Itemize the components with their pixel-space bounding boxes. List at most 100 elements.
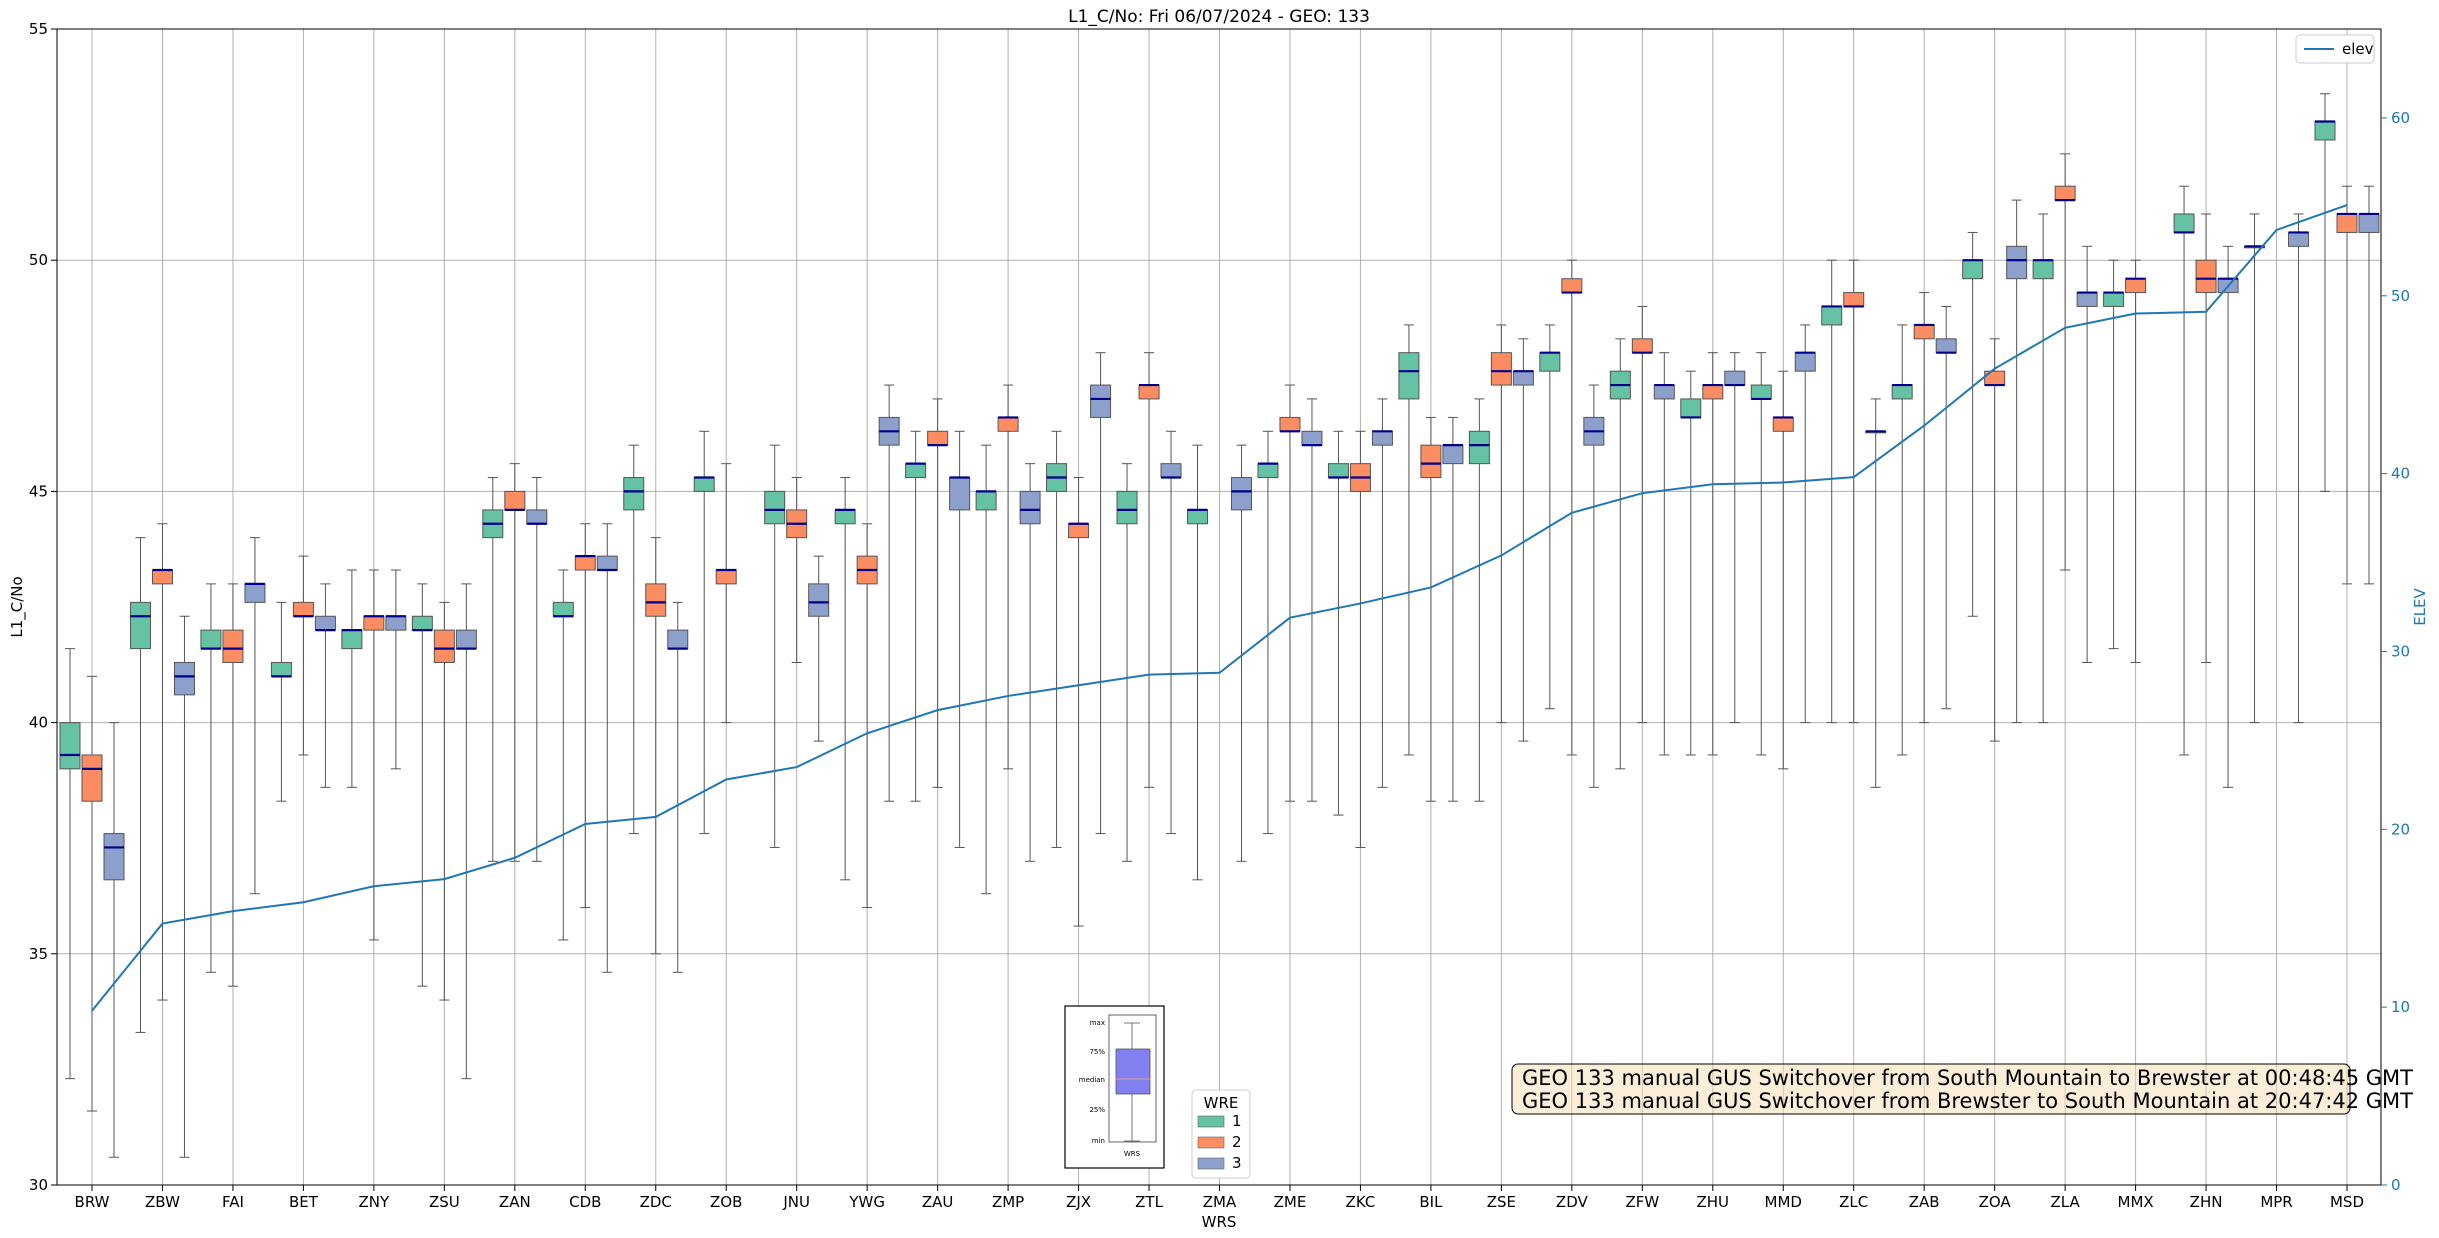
- box-iqr: [222, 629, 244, 663]
- box-iqr: [173, 661, 195, 696]
- box-iqr: [1279, 416, 1301, 432]
- box-iqr: [1231, 477, 1252, 511]
- box-iqr: [2173, 213, 2195, 233]
- x-tick-label: MPR: [2260, 1193, 2292, 1211]
- box-iqr: [645, 583, 667, 617]
- box-iqr: [270, 661, 292, 677]
- inset-label-min: min: [1092, 1137, 1105, 1145]
- annotation: GEO 133 manual GUS Switchover from South…: [1511, 1063, 2413, 1115]
- box-iqr: [1090, 384, 1112, 418]
- box-bet-wre3: [314, 583, 336, 788]
- y-tick-label: 50: [29, 251, 48, 269]
- box-iqr: [314, 615, 336, 631]
- y2-tick-label: 30: [2391, 642, 2410, 660]
- box-zse-wre3: [1512, 338, 1534, 742]
- box-iqr: [1794, 352, 1816, 372]
- box-iqr: [1561, 278, 1583, 294]
- box-fai-wre3: [244, 537, 266, 895]
- box-bil-wre2: [1420, 416, 1442, 802]
- box-zab-wre3: [1935, 305, 1957, 710]
- legend-wre-label-2: 2: [1232, 1133, 1242, 1151]
- x-tick-label: ZDV: [1556, 1193, 1589, 1211]
- box-iqr: [1187, 509, 1208, 525]
- box-mmx-wre1: [2103, 259, 2125, 650]
- box-zbw-wre2: [151, 523, 173, 1001]
- box-iqr: [2054, 185, 2076, 201]
- box-iqr: [200, 629, 222, 650]
- box-iqr: [2195, 259, 2217, 294]
- legend-wre-label-1: 1: [1232, 1112, 1242, 1130]
- box-bet-wre2: [292, 555, 314, 756]
- box-zla-wre1: [2032, 213, 2054, 724]
- y-axis-ticks: 30 35 40 45 50 55: [29, 20, 57, 1194]
- box-jnu-wre1: [764, 444, 786, 848]
- inset-xlabel: WRS: [1124, 1150, 1141, 1158]
- box-iqr: [1724, 370, 1746, 386]
- box-iqr: [1420, 444, 1442, 479]
- box-iqr: [596, 555, 618, 571]
- box-zse-wre1: [1468, 398, 1490, 802]
- legend-wre-label-3: 3: [1232, 1154, 1242, 1172]
- legend-wre-swatch-3: [1197, 1157, 1225, 1170]
- y2-tick-label: 50: [2391, 287, 2410, 305]
- box-zjx-wre3: [1090, 352, 1112, 835]
- box-cdb-wre3: [596, 523, 618, 973]
- box-zma-wre3: [1231, 444, 1252, 862]
- box-zau-wre3: [949, 430, 971, 848]
- box-iqr: [764, 490, 786, 525]
- legend-wre-title: WRE: [1204, 1094, 1239, 1112]
- box-zan-wre2: [504, 463, 526, 862]
- box-iqr: [623, 477, 645, 511]
- x-tick-label: BET: [289, 1193, 319, 1211]
- box-msd-wre1: [2314, 93, 2336, 492]
- box-iqr: [129, 601, 151, 650]
- box-mmd-wre1: [1750, 352, 1772, 756]
- box-iqr: [2103, 292, 2125, 307]
- box-msd-wre2: [2336, 185, 2358, 585]
- annotation-box: [1511, 1063, 2351, 1115]
- inset-inner-frame: [1108, 1014, 1157, 1143]
- box-zny-wre3: [385, 569, 407, 770]
- box-zla-wre3: [2076, 245, 2098, 663]
- x-tick-label: ZMP: [992, 1193, 1024, 1211]
- x-tick-label: ZHU: [1697, 1193, 1730, 1211]
- box-zma-wre1: [1187, 444, 1208, 881]
- box-zab-wre1: [1891, 324, 1913, 756]
- box-zdv-wre1: [1539, 324, 1561, 710]
- box-zhn-wre2: [2195, 213, 2217, 663]
- grid-lines: [57, 28, 2381, 1186]
- box-iqr: [1468, 430, 1490, 465]
- annotation-line-2: GEO 133 manual GUS Switchover from Brews…: [1522, 1089, 2413, 1113]
- box-zsu-wre2: [433, 601, 455, 1001]
- box-zau-wre1: [905, 430, 927, 802]
- y-tick-label: 55: [29, 20, 48, 38]
- box-iqr: [1750, 384, 1772, 400]
- box-iqr: [949, 477, 971, 511]
- box-cdb-wre1: [552, 569, 574, 941]
- x-tick-label: ZBW: [145, 1193, 180, 1211]
- box-iqr: [433, 629, 455, 663]
- x-tick-label: MSD: [2330, 1193, 2364, 1211]
- x-tick-label: ZTL: [1135, 1193, 1163, 1211]
- y-tick-label: 40: [29, 714, 48, 732]
- box-mmx-wre2: [2125, 259, 2147, 663]
- elev-series: [91, 204, 2348, 1012]
- box-iqr: [1772, 416, 1794, 432]
- box-zdv-wre2: [1561, 259, 1583, 756]
- box-zse-wre2: [1490, 324, 1512, 724]
- box-iqr: [2314, 120, 2336, 141]
- legend-elev-frame: [2295, 34, 2375, 64]
- x-tick-label: JNU: [782, 1193, 810, 1211]
- y2-tick-label: 60: [2391, 109, 2410, 127]
- box-zmp-wre1: [975, 444, 997, 895]
- box-iqr: [103, 833, 125, 881]
- x-tick-label: ZNY: [359, 1193, 390, 1211]
- box-iqr: [1891, 384, 1913, 400]
- box-iqr: [552, 601, 574, 617]
- box-zjx-wre1: [1046, 430, 1068, 848]
- y2-tick-label: 0: [2391, 1176, 2401, 1194]
- box-iqr: [1539, 352, 1561, 372]
- box-zdv-wre3: [1583, 384, 1605, 788]
- box-iqr: [1913, 324, 1935, 340]
